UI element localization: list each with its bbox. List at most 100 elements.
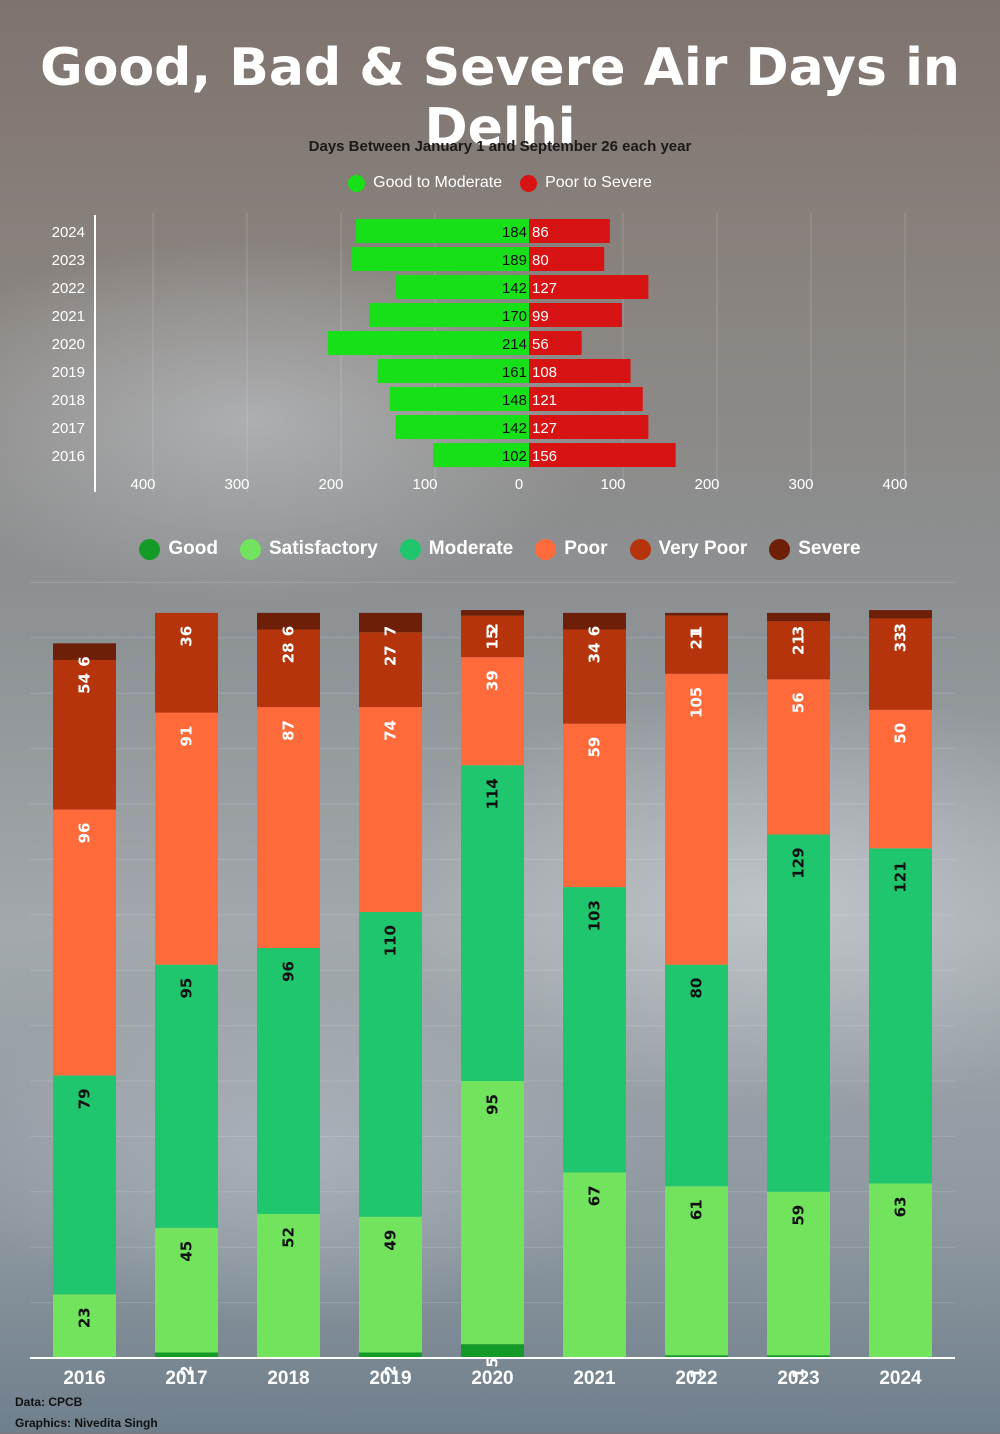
data-label-moderate: 103 xyxy=(586,900,604,931)
bar-good-to-moderate xyxy=(377,359,529,383)
data-label-satisfactory: 23 xyxy=(76,1307,94,1328)
data-label-severe: 3 xyxy=(892,623,910,633)
bar-segment-good xyxy=(155,1352,218,1358)
data-label-good-to-moderate: 142 xyxy=(502,280,527,297)
x-tick-label: 200 xyxy=(318,476,343,493)
data-label-poor: 39 xyxy=(484,670,502,691)
credits: Data: CPCB Graphics: Nivedita Singh xyxy=(15,1392,158,1434)
bar-segment-poor xyxy=(665,673,728,965)
bar-poor-to-severe xyxy=(529,359,631,383)
data-label-severe: 1 xyxy=(688,626,706,636)
data-label-moderate: 96 xyxy=(280,961,298,982)
data-label-good-to-moderate: 170 xyxy=(502,308,527,325)
data-label-poor-to-severe: 108 xyxy=(532,364,557,381)
legend-item-good: Good xyxy=(139,538,218,560)
bar-segment-very-poor xyxy=(257,629,320,708)
data-label-good-to-moderate: 189 xyxy=(502,252,527,269)
data-label-very-poor: 54 xyxy=(76,673,94,694)
bar-segment-severe xyxy=(461,610,524,616)
data-label-poor-to-severe: 99 xyxy=(532,308,549,325)
bar-segment-very-poor xyxy=(767,621,830,680)
data-label-poor-to-severe: 127 xyxy=(532,420,557,437)
data-label-severe: 2 xyxy=(484,623,502,633)
x-tick-label: 2017 xyxy=(165,1368,207,1389)
bar-poor-to-severe xyxy=(529,443,676,467)
legend-label-severe: Severe xyxy=(798,538,861,559)
data-label-poor-to-severe: 86 xyxy=(532,224,549,241)
y-tick-label: 2024 xyxy=(52,224,85,241)
data-label-good: 2 xyxy=(178,1365,196,1375)
bar-segment-satisfactory xyxy=(461,1081,524,1345)
legend-label-very-poor: Very Poor xyxy=(658,538,748,559)
x-tick-label: 2022 xyxy=(675,1368,717,1389)
data-label-good-to-moderate: 184 xyxy=(502,224,527,241)
data-label-poor: 56 xyxy=(790,692,808,713)
x-tick-label: 200 xyxy=(694,476,719,493)
data-label-severe: 7 xyxy=(382,626,400,636)
legend-item-poor: Poor xyxy=(535,538,608,560)
data-label-very-poor: 34 xyxy=(586,642,604,663)
bar-poor-to-severe xyxy=(529,247,605,271)
bar-segment-very-poor xyxy=(155,612,218,713)
x-tick-label: 2021 xyxy=(573,1368,616,1389)
data-label-moderate: 114 xyxy=(484,778,502,809)
bar-segment-very-poor xyxy=(869,618,932,710)
legend-label-poor: Poor xyxy=(564,538,608,559)
data-label-very-poor: 21 xyxy=(688,629,706,650)
legend-swatch-good-to-moderate xyxy=(348,174,366,192)
bar-segment-poor xyxy=(461,657,524,766)
x-tick-label: 2020 xyxy=(471,1368,513,1389)
bar-segment-poor xyxy=(869,709,932,849)
y-tick-label: 2023 xyxy=(52,252,85,269)
x-tick-label: 2024 xyxy=(879,1368,922,1389)
y-tick-label: 2017 xyxy=(52,420,85,437)
legend-item-severe: Severe xyxy=(769,538,861,560)
bar-good-to-moderate xyxy=(395,415,529,439)
bar-segment-moderate xyxy=(767,834,830,1192)
data-label-good-to-moderate: 214 xyxy=(502,336,527,353)
data-label-satisfactory: 95 xyxy=(484,1094,502,1115)
data-label-poor: 59 xyxy=(586,737,604,758)
bar-good-to-moderate xyxy=(327,331,529,355)
data-label-moderate: 95 xyxy=(178,978,196,999)
legend-item-poor-to-severe: Poor to Severe xyxy=(520,174,652,192)
bar-segment-satisfactory xyxy=(155,1227,218,1353)
data-label-satisfactory: 59 xyxy=(790,1205,808,1226)
bar-good-to-moderate xyxy=(395,275,529,299)
legend-swatch-poor xyxy=(535,538,557,560)
y-tick-label: 2019 xyxy=(52,364,85,381)
data-label-poor-to-severe: 56 xyxy=(532,336,549,353)
bar-segment-satisfactory xyxy=(563,1172,626,1358)
data-label-good: 1 xyxy=(790,1368,808,1378)
data-label-very-poor: 27 xyxy=(382,645,400,666)
x-tick-label: 400 xyxy=(130,476,155,493)
data-label-severe: 6 xyxy=(586,626,604,636)
bar-segment-satisfactory xyxy=(767,1191,830,1356)
data-label-moderate: 80 xyxy=(688,978,706,999)
bar-segment-satisfactory xyxy=(257,1213,320,1358)
legend-label-good: Good xyxy=(168,538,218,559)
graphics-credit: Graphics: Nivedita Singh xyxy=(15,1416,158,1430)
bar-segment-satisfactory xyxy=(869,1183,932,1358)
legend-swatch-severe xyxy=(769,538,791,560)
legend-label-satisfactory: Satisfactory xyxy=(269,538,378,559)
x-tick-label: 0 xyxy=(515,476,523,493)
bar-poor-to-severe xyxy=(529,303,623,327)
data-label-very-poor: 36 xyxy=(178,626,196,647)
data-label-good-to-moderate: 148 xyxy=(502,392,527,409)
data-label-good-to-moderate: 102 xyxy=(502,448,527,465)
y-tick-label: 2021 xyxy=(52,308,85,325)
bar-poor-to-severe xyxy=(529,331,582,355)
bar-good-to-moderate xyxy=(433,443,529,467)
data-label-good: 2 xyxy=(382,1365,400,1375)
x-tick-label: 400 xyxy=(882,476,907,493)
bar-segment-severe xyxy=(665,612,728,616)
data-label-satisfactory: 61 xyxy=(688,1199,706,1220)
legend-label-poor-to-severe: Poor to Severe xyxy=(545,174,652,191)
legend-item-moderate: Moderate xyxy=(399,538,513,560)
bar-segment-severe xyxy=(359,612,422,633)
data-label-poor: 105 xyxy=(688,687,706,718)
diverging-legend: Good to Moderate Poor to Severe xyxy=(0,174,1000,192)
data-label-poor: 50 xyxy=(892,723,910,744)
